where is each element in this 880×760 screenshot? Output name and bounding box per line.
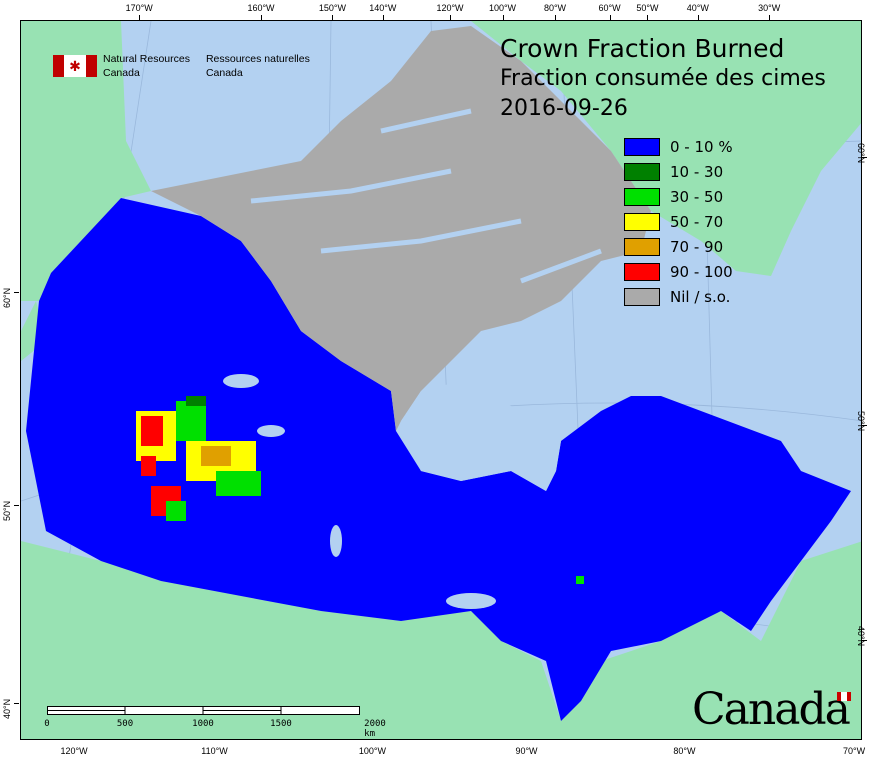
fire-patches bbox=[136, 396, 584, 584]
left-tick-label: 40°N bbox=[2, 698, 12, 719]
legend-label: 30 - 50 bbox=[670, 187, 724, 206]
nrcan-signature: ✱ Natural Resources Canada Ressources na… bbox=[53, 52, 310, 80]
tick-mark bbox=[862, 157, 867, 158]
lakes bbox=[223, 374, 496, 609]
scale-label: 2000 km bbox=[364, 719, 386, 739]
tick-mark bbox=[450, 15, 451, 20]
legend-item: 10 - 30 bbox=[624, 159, 733, 184]
arctic-no-data bbox=[151, 26, 651, 431]
bottom-tick-label: 80°W bbox=[673, 746, 696, 756]
bottom-tick-label: 120°W bbox=[60, 746, 88, 756]
canada-flag-icon: ✱ bbox=[53, 55, 97, 77]
bottom-tick-label: 110°W bbox=[201, 746, 228, 756]
tick-mark bbox=[647, 15, 649, 20]
tick-mark bbox=[862, 640, 867, 641]
legend-item: 30 - 50 bbox=[624, 184, 733, 209]
title-fr: Fraction consumée des cimes bbox=[500, 66, 826, 91]
top-tick-label: 80°W bbox=[543, 3, 567, 13]
legend-item: 70 - 90 bbox=[624, 234, 733, 259]
tick-mark bbox=[14, 505, 19, 506]
tick-mark bbox=[697, 15, 699, 20]
title-en: Crown Fraction Burned bbox=[500, 34, 785, 63]
legend-label: 0 - 10 % bbox=[670, 137, 733, 156]
canada-burn-area bbox=[26, 198, 851, 721]
scale-bar: 0 500 1000 1500 2000 km bbox=[44, 705, 386, 739]
greenland bbox=[471, 21, 861, 276]
legend-swatch bbox=[624, 212, 660, 231]
legend-swatch bbox=[624, 137, 660, 156]
top-tick-label: 120°W bbox=[436, 3, 464, 13]
top-tick-label: 170°W bbox=[125, 3, 153, 13]
scale-label: 1000 bbox=[192, 719, 214, 729]
legend-label: 90 - 100 bbox=[670, 262, 733, 281]
legend-item: 0 - 10 % bbox=[624, 134, 733, 159]
top-tick-label: 60°W bbox=[598, 3, 621, 13]
scale-label: 500 bbox=[116, 719, 134, 729]
legend-label: 70 - 90 bbox=[670, 237, 724, 256]
map-date: 2016-09-26 bbox=[500, 96, 628, 121]
scale-label: 0 bbox=[44, 719, 50, 729]
legend-swatch bbox=[624, 162, 660, 181]
right-tick-label: 40°N bbox=[856, 626, 866, 647]
top-tick-label: 30°W bbox=[758, 3, 781, 13]
top-tick-label: 50°W bbox=[636, 3, 659, 13]
tick-mark bbox=[769, 15, 771, 20]
bottom-tick-label: 70°W bbox=[843, 746, 866, 756]
legend-item: Nil / s.o. bbox=[624, 284, 733, 309]
tick-mark bbox=[609, 15, 611, 20]
tick-mark bbox=[862, 425, 867, 426]
agency-en-line1: Natural Resources bbox=[103, 53, 190, 65]
united-states bbox=[21, 541, 861, 739]
wordmark-flag-icon bbox=[836, 692, 851, 701]
tick-mark bbox=[139, 15, 141, 20]
right-tick-label: 50°N bbox=[856, 411, 866, 432]
left-tick-label: 60°N bbox=[2, 287, 12, 308]
legend-label: Nil / s.o. bbox=[670, 287, 731, 306]
top-tick-label: 140°W bbox=[369, 3, 397, 13]
tick-mark bbox=[14, 703, 19, 704]
tick-mark bbox=[261, 15, 262, 20]
map-title: Crown Fraction Burned Fraction consumée … bbox=[500, 34, 826, 124]
agency-en-line2: Canada bbox=[103, 67, 140, 79]
tick-mark bbox=[332, 15, 334, 20]
arctic-channels bbox=[250, 108, 602, 284]
tick-mark bbox=[555, 15, 556, 20]
scale-bar-graphic bbox=[47, 706, 360, 715]
canada-wordmark: Canada bbox=[692, 684, 851, 735]
map-frame: ✱ Natural Resources Canada Ressources na… bbox=[20, 20, 862, 740]
tick-mark bbox=[14, 292, 19, 293]
legend-label: 50 - 70 bbox=[670, 212, 724, 231]
legend-swatch bbox=[624, 237, 660, 256]
legend-swatch bbox=[624, 262, 660, 281]
left-tick-label: 50°N bbox=[2, 500, 12, 521]
alaska-russia bbox=[21, 21, 151, 361]
legend-swatch bbox=[624, 187, 660, 206]
top-tick-label: 150°W bbox=[318, 3, 346, 13]
bottom-tick-label: 90°W bbox=[515, 746, 538, 756]
tick-mark bbox=[502, 15, 504, 20]
scale-label: 1500 bbox=[270, 719, 292, 729]
legend-swatch bbox=[624, 287, 660, 306]
legend-item: 90 - 100 bbox=[624, 259, 733, 284]
map-canvas bbox=[21, 21, 861, 739]
right-tick-label: 60°N bbox=[856, 143, 866, 164]
legend-item: 50 - 70 bbox=[624, 209, 733, 234]
legend-label: 10 - 30 bbox=[670, 162, 724, 181]
top-tick-label: 40°W bbox=[686, 3, 709, 13]
hudson-bay bbox=[401, 381, 561, 491]
top-tick-label: 160°W bbox=[247, 3, 275, 13]
bottom-tick-label: 100°W bbox=[358, 746, 386, 756]
legend: 0 - 10 % 10 - 30 30 - 50 50 - 70 70 - 90 90 -… bbox=[624, 134, 733, 309]
agency-fr-line2: Canada bbox=[205, 67, 243, 79]
top-tick-label: 100°W bbox=[488, 3, 517, 13]
wordmark-text: Canada bbox=[692, 684, 851, 735]
tick-mark bbox=[382, 15, 384, 20]
agency-fr-line1: Ressources naturelles bbox=[205, 53, 310, 65]
